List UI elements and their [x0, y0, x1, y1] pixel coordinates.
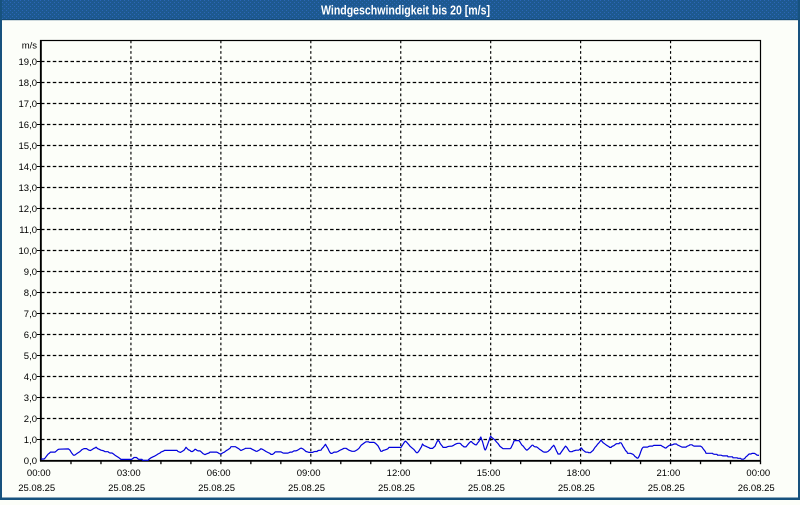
svg-text:25.08.25: 25.08.25	[18, 483, 55, 494]
svg-text:Windgeschwindigkeit bis 20 [m/: Windgeschwindigkeit bis 20 [m/s]	[321, 3, 490, 18]
svg-text:6,0: 6,0	[24, 330, 37, 341]
svg-text:14,0: 14,0	[19, 162, 38, 173]
svg-text:25.08.25: 25.08.25	[378, 483, 415, 494]
svg-text:9,0: 9,0	[24, 267, 37, 278]
svg-text:5,0: 5,0	[24, 351, 37, 362]
svg-text:16,0: 16,0	[19, 120, 38, 131]
svg-text:26.08.25: 26.08.25	[738, 483, 775, 494]
svg-text:15,0: 15,0	[19, 141, 38, 152]
svg-text:13,0: 13,0	[19, 183, 38, 194]
svg-text:25.08.25: 25.08.25	[108, 483, 145, 494]
svg-text:m/s: m/s	[22, 40, 38, 51]
svg-text:15:00: 15:00	[477, 468, 501, 479]
svg-text:10,0: 10,0	[19, 246, 38, 257]
svg-text:25.08.25: 25.08.25	[198, 483, 235, 494]
svg-text:00:00: 00:00	[746, 468, 770, 479]
svg-text:06:00: 06:00	[207, 468, 231, 479]
svg-text:03:00: 03:00	[117, 468, 141, 479]
svg-text:09:00: 09:00	[297, 468, 321, 479]
svg-text:25.08.25: 25.08.25	[288, 483, 325, 494]
svg-text:18,0: 18,0	[19, 78, 38, 89]
svg-text:00:00: 00:00	[27, 468, 51, 479]
svg-text:25.08.25: 25.08.25	[468, 483, 505, 494]
svg-text:12:00: 12:00	[387, 468, 411, 479]
svg-text:1,0: 1,0	[24, 435, 37, 446]
svg-text:19,0: 19,0	[19, 57, 38, 68]
svg-text:21:00: 21:00	[656, 468, 680, 479]
svg-text:7,0: 7,0	[24, 309, 37, 320]
svg-text:25.08.25: 25.08.25	[558, 483, 595, 494]
svg-text:3,0: 3,0	[24, 393, 37, 404]
svg-text:11,0: 11,0	[19, 225, 37, 236]
svg-text:25.08.25: 25.08.25	[648, 483, 685, 494]
svg-text:18:00: 18:00	[567, 468, 591, 479]
svg-text:8,0: 8,0	[24, 288, 37, 299]
svg-text:0,0: 0,0	[24, 456, 37, 467]
svg-text:17,0: 17,0	[19, 99, 38, 110]
svg-text:4,0: 4,0	[24, 372, 37, 383]
svg-text:2,0: 2,0	[24, 414, 37, 425]
svg-text:12,0: 12,0	[19, 204, 38, 215]
